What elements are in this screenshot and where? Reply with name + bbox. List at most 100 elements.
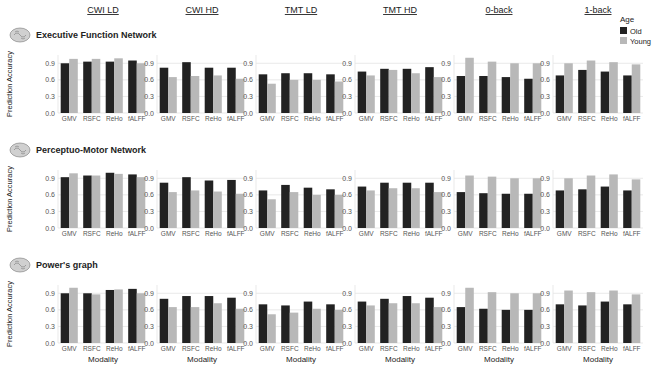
category-label: fALFF [524,230,542,237]
bars [457,176,542,228]
category-label: GMV [458,230,473,237]
bar [358,187,367,228]
bar [205,180,214,228]
tick-label: 0.3 [342,208,352,215]
category-label: ReHo [601,115,618,122]
bar [533,178,542,228]
bar [326,74,335,113]
panel: 0.00.30.60.9GMVRSFCReHofALFF [441,170,544,237]
category-label: GMV [458,345,473,352]
bar [191,190,200,228]
bar [488,62,497,113]
bar [168,77,177,113]
tick-label: 0.0 [342,110,352,117]
bar [601,302,610,343]
category-label: GMV [359,345,374,352]
category-label: GMV [161,345,176,352]
category-label: ReHo [502,115,519,122]
tick-label: 0.3 [243,323,253,330]
tick-label: 0.6 [144,76,154,83]
bar [425,183,434,228]
tick-label: 0.3 [144,208,154,215]
x-axis-label: Modality [484,355,514,364]
grid-line [256,178,346,179]
bar [632,179,641,228]
legend-label: Young [630,37,651,46]
tick-label: 0.0 [540,110,550,117]
tick-label: 0.6 [144,306,154,313]
bar [465,176,474,228]
bar [457,76,466,113]
bar [168,307,177,343]
x-axis-label: Modality [187,355,217,364]
bar [524,79,533,113]
bar [92,294,101,343]
bar [380,299,389,343]
bar [502,77,511,113]
bar [556,75,565,113]
axis-line [58,55,59,113]
tick-label: 0.6 [243,76,253,83]
tick-label: 0.0 [144,110,154,117]
category-label: GMV [161,115,176,122]
bar [465,58,474,113]
tick-label: 0.0 [441,340,451,347]
bar [411,303,420,343]
bar [114,289,123,343]
bar [128,289,137,343]
bars [358,67,443,113]
tick-label: 0.3 [441,323,451,330]
bar [488,177,497,228]
figure: 0.00.30.60.9GMVRSFCReHofALFFCWI LDExecut… [0,0,658,373]
bar [533,63,542,113]
tick-label: 0.3 [441,93,451,100]
bar [290,313,299,343]
bar [160,183,169,228]
tick-label: 0.9 [342,290,352,297]
tick-label: 0.9 [441,290,451,297]
axis-line [553,285,554,343]
category-label: fALFF [425,345,443,352]
bar [213,75,222,113]
bar [304,188,313,228]
bar [380,183,389,228]
bar [411,188,420,228]
tick-label: 0.0 [243,225,253,232]
panel: 0.00.30.60.9GMVRSFCReHofALFFTMT LD [243,5,346,122]
brain-icon-folds [14,31,26,39]
tick-label: 0.0 [441,225,451,232]
category-label: RSFC [578,345,596,352]
tick-label: 0.9 [342,175,352,182]
bar [182,62,191,113]
tick-label: 0.9 [144,290,154,297]
bar [128,61,137,113]
bar [556,304,565,343]
row-title: Perceptuo-Motor Network [36,145,147,155]
bar [160,299,169,343]
bar [106,62,115,113]
tick-label: 0.3 [45,323,55,330]
bar [182,296,191,343]
category-label: ReHo [304,230,321,237]
brain-icon-folds [14,261,26,269]
tick-label: 0.6 [540,76,550,83]
axis-line [454,55,455,113]
panel: 0.00.30.60.9GMVRSFCReHofALFF [342,170,445,237]
column-header: TMT HD [383,5,417,15]
axis-line [553,170,554,228]
legend: AgeOldYoung [620,15,651,46]
axis-line [58,170,59,228]
bar [182,177,191,228]
tick-label: 0.6 [342,306,352,313]
bar [601,187,610,228]
category-label: ReHo [403,230,420,237]
bars [556,291,641,343]
category-label: GMV [260,345,275,352]
bars [259,302,344,343]
y-axis-label: Prediction Accuracy [5,166,14,232]
tick-label: 0.6 [45,191,55,198]
bar [326,189,335,228]
axis-line [256,285,257,343]
category-label: RSFC [380,115,398,122]
tick-label: 0.6 [441,306,451,313]
